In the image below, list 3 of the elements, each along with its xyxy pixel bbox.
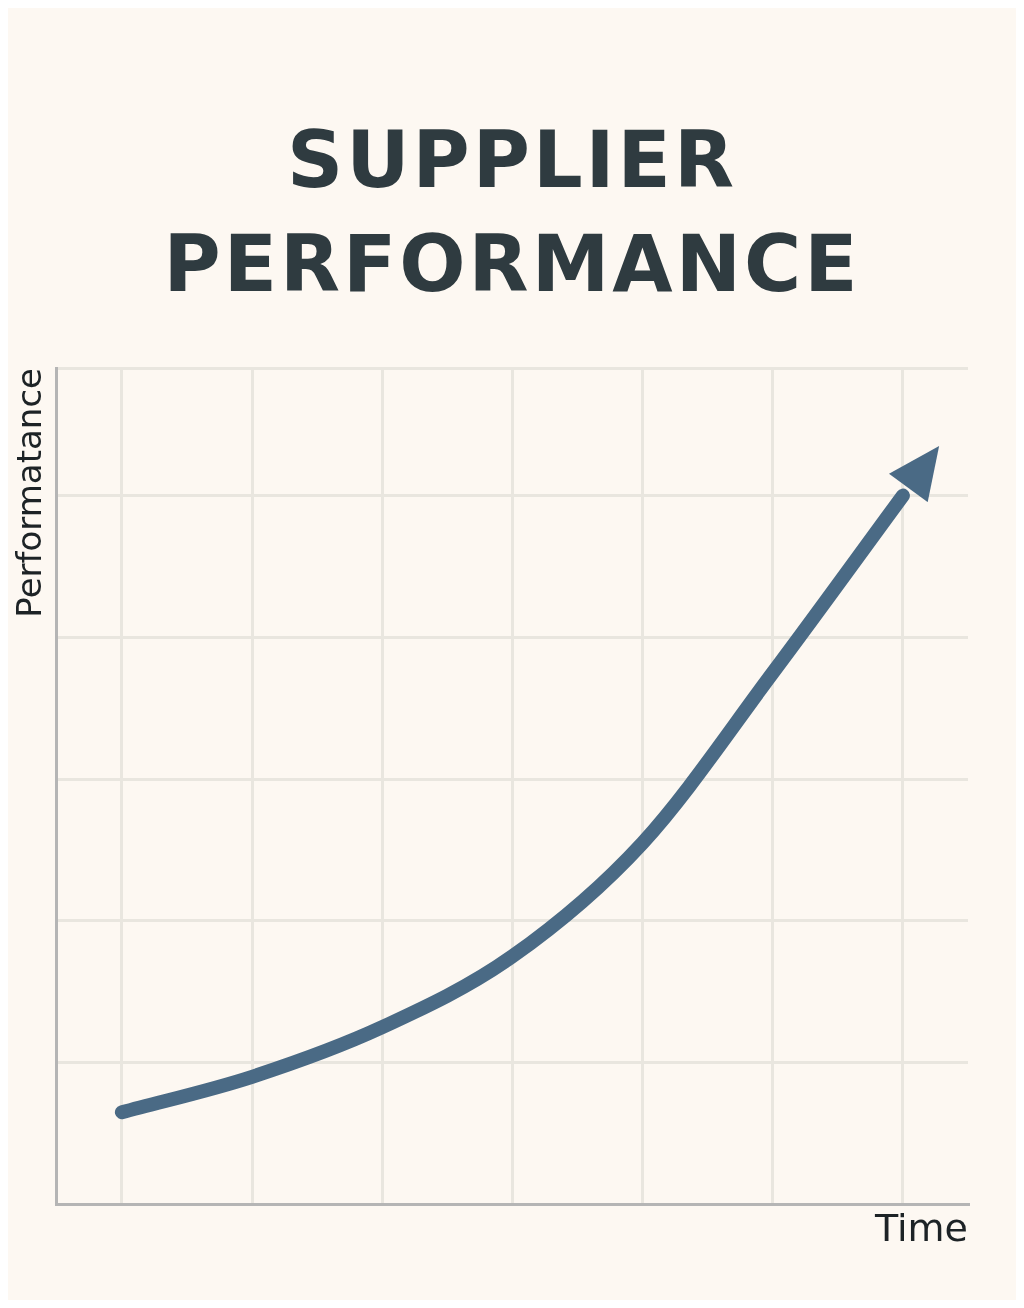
y-axis-title: Performatance xyxy=(9,368,50,618)
x-axis-title: Time xyxy=(874,1206,968,1251)
chart-title: SUPPLIER PERFORMANCE xyxy=(162,114,862,311)
